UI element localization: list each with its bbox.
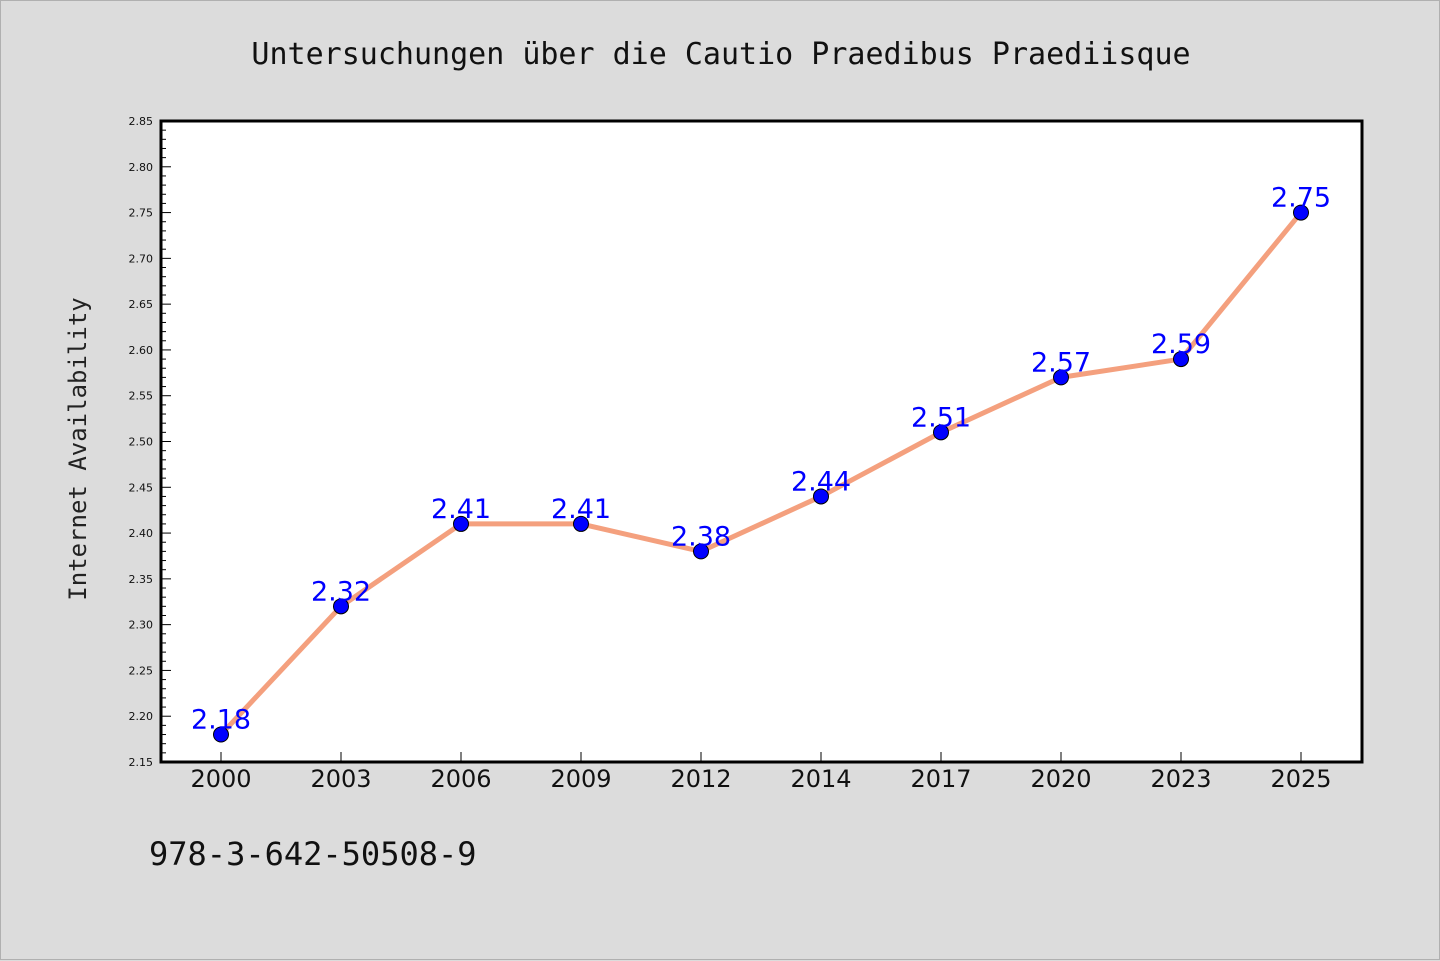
y-tick-label: 2.15 [129, 756, 154, 769]
data-point-marker [813, 488, 829, 505]
x-tick-label: 2006 [430, 765, 491, 793]
data-point-label: 2.51 [911, 402, 971, 433]
data-point-marker [933, 424, 949, 441]
data-point-marker [1293, 204, 1309, 221]
series-line-group [218, 210, 1304, 738]
data-point-marker [453, 515, 469, 532]
x-tick-label: 2003 [310, 765, 371, 793]
y-tick-label: 2.65 [129, 298, 154, 311]
data-point-label: 2.57 [1031, 347, 1091, 378]
y-tick-label: 2.40 [129, 527, 154, 540]
y-axis-label: Internet Availability [64, 297, 92, 600]
x-tick-label: 2017 [910, 765, 971, 793]
chart-title: Untersuchungen über die Cautio Praedibus… [251, 37, 1190, 72]
series-line [218, 210, 1304, 738]
data-labels: 2.18 2.32 2.41 2.41 2.38 2.44 2.51 2.57 2.59 2.75 [191, 183, 1331, 736]
data-point-marker [573, 515, 589, 532]
y-axis-ticks: 2.15 2.20 2.25 2.30 2.35 2.40 2.45 2.50 2.55 2.60… [129, 115, 171, 769]
data-point-marker [1053, 369, 1069, 386]
y-tick-label: 2.60 [129, 344, 154, 357]
y-tick-label: 2.55 [129, 390, 154, 403]
x-tick-label: 2025 [1270, 765, 1331, 793]
data-point-label: 2.44 [791, 466, 851, 497]
data-point-label: 2.75 [1271, 183, 1331, 214]
data-point-label: 2.18 [191, 705, 251, 736]
plot-area [161, 121, 1362, 762]
y-tick-label: 2.25 [129, 664, 154, 677]
data-point-marker [333, 598, 349, 615]
y-tick-label: 2.50 [129, 436, 154, 449]
data-point-label: 2.41 [551, 494, 611, 525]
y-tick-label: 2.30 [129, 619, 154, 632]
x-tick-label: 2014 [790, 765, 851, 793]
data-point-label: 2.38 [671, 521, 731, 552]
y-tick-label: 2.45 [129, 481, 154, 494]
data-point-marker [693, 543, 709, 560]
data-point-marker [1173, 351, 1189, 368]
data-point-marker [213, 726, 229, 743]
x-axis-ticks: 2000 2003 2006 2009 2012 2014 2017 2020 2023 2025 [190, 752, 1332, 793]
data-point-label: 2.32 [311, 576, 371, 607]
x-tick-label: 2020 [1030, 765, 1091, 793]
x-tick-label: 2009 [550, 765, 611, 793]
y-tick-label: 2.20 [129, 710, 154, 723]
x-tick-label: 2012 [670, 765, 731, 793]
y-tick-label: 2.80 [129, 161, 154, 174]
y-tick-label: 2.85 [129, 115, 154, 128]
x-tick-label: 2000 [190, 765, 251, 793]
y-tick-label: 2.70 [129, 252, 154, 265]
x-tick-label: 2023 [1150, 765, 1211, 793]
y-tick-label: 2.35 [129, 573, 154, 586]
y-tick-label: 2.75 [129, 207, 154, 220]
data-point-label: 2.59 [1151, 329, 1211, 360]
isbn-footer: 978-3-642-50508-9 [149, 835, 477, 873]
data-point-label: 2.41 [431, 494, 491, 525]
series-markers [213, 204, 1309, 743]
plot-border [159, 119, 1364, 764]
